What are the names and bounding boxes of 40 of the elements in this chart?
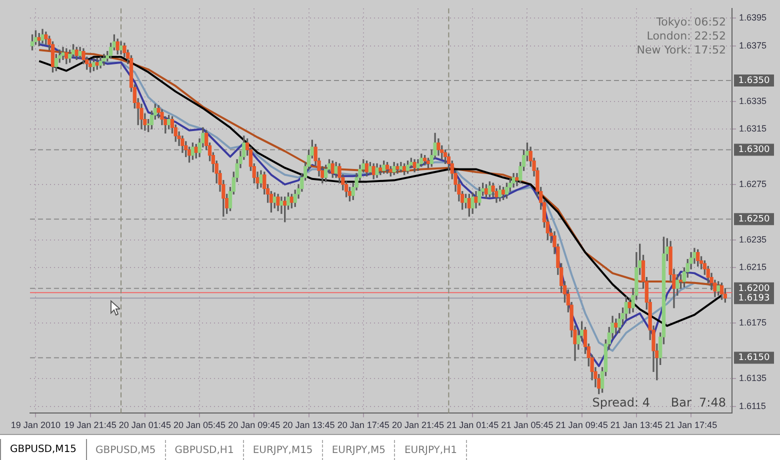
x-tick-label: 20 Jan 17:45 — [337, 420, 390, 430]
text: EURJPY,M15 — [244, 440, 323, 460]
x-tick-label: 19 Jan 21:45 — [64, 420, 116, 430]
ref-line-label: 1.6300 — [738, 145, 770, 156]
text: GBPUSD,M5 — [86, 440, 166, 460]
annotation: Tokyo: 06:52 — [655, 15, 726, 28]
y-tick-label: 1.6395 — [739, 12, 767, 23]
ref-line-label: 1.6193 — [738, 293, 770, 304]
y-tick-label: 1.6175 — [739, 318, 767, 328]
x-tick-label: 21 Jan 13:45 — [610, 420, 662, 430]
ref-line-label: 1.6150 — [738, 353, 770, 364]
y-tick-label: 1.6275 — [739, 178, 767, 189]
y-tick-label: 1.6335 — [739, 96, 767, 106]
x-tick-label: 20 Jan 01:45 — [118, 420, 171, 430]
text: GBPUSD,H1 — [166, 440, 244, 460]
x-tick-label: 21 Jan 01:45 — [446, 420, 499, 430]
x-tick-label: 19 Jan 2010 — [10, 420, 60, 430]
x-tick-label: 20 Jan 21:45 — [392, 420, 444, 430]
text: EURJPY,H1 — [395, 440, 467, 460]
annotation: London: 22:52 — [646, 29, 726, 42]
ref-line-label: 1.6350 — [738, 76, 770, 86]
x-tick-label: 20 Jan 13:45 — [282, 420, 335, 430]
ref-line-label: 1.6200 — [738, 284, 770, 294]
y-tick-label: 1.6115 — [739, 400, 766, 411]
y-tick-label: 1.6215 — [739, 262, 767, 272]
x-tick-label: 20 Jan 05:45 — [174, 420, 226, 430]
y-tick-label: 1.6235 — [739, 234, 767, 244]
x-tick-label: 20 Jan 09:45 — [228, 420, 280, 430]
annotation: Spread: 4 — [592, 395, 650, 410]
y-tick-label: 1.6315 — [739, 123, 767, 134]
y-tick-label: 1.6375 — [739, 40, 767, 50]
x-tick-label: 21 Jan 09:45 — [556, 420, 608, 430]
x-tick-label: 21 Jan 05:45 — [501, 420, 554, 430]
text: GBPUSD,M15 — [0, 439, 87, 460]
y-tick-label: 1.6135 — [739, 373, 767, 384]
annotation: Bar 7:48 — [670, 395, 726, 410]
ref-line-label: 1.6250 — [738, 214, 770, 224]
x-tick-label: 21 Jan 17:45 — [665, 420, 718, 430]
text: EURJPY,M5 — [322, 440, 396, 460]
annotation: New York: 17:52 — [636, 43, 726, 56]
